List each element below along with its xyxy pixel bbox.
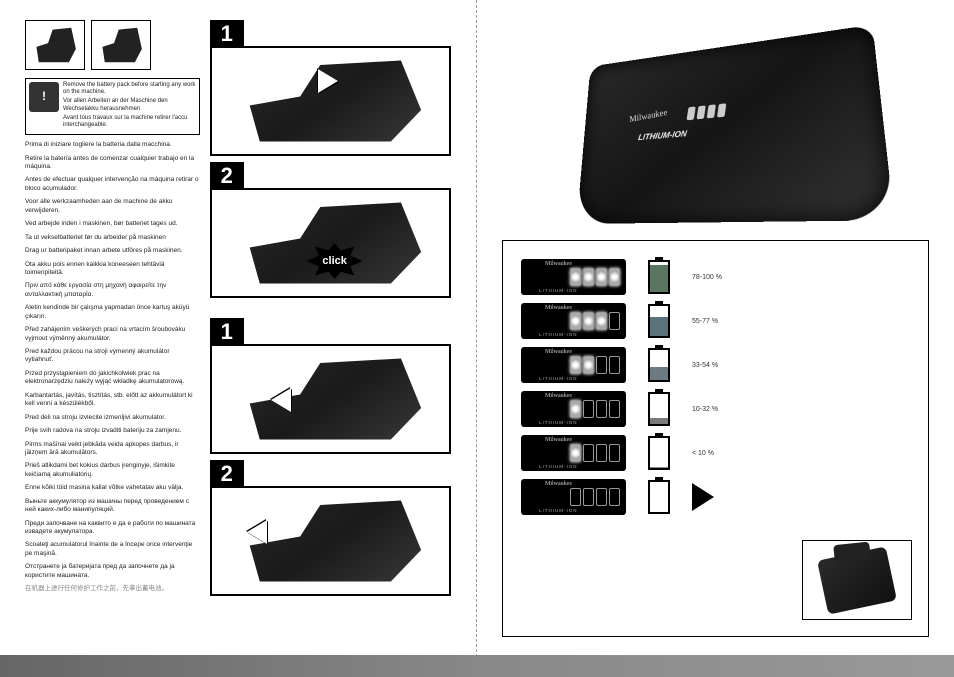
charger-icon [817, 546, 897, 614]
fuel-gauge-indicator: MilwaukeeLITHIUM-ION [521, 479, 626, 515]
arrow-left-icon [271, 388, 291, 412]
battery-remove-mini-diagram [25, 20, 200, 70]
warn-fr: Avant tous travaux sur la machine retire… [63, 115, 196, 129]
fuel-gauge-indicator: MilwaukeeLITHIUM-ION [521, 391, 626, 427]
arrow-right-icon [692, 483, 714, 511]
charge-level-chart: MilwaukeeLITHIUM-ION78-100 %MilwaukeeLIT… [502, 240, 929, 637]
warn-en: Remove the battery pack before starting … [63, 82, 196, 96]
fuel-gauge-indicator: MilwaukeeLITHIUM-ION [521, 435, 626, 471]
warning-box: Remove the battery pack before starting … [25, 78, 200, 135]
fuel-gauge-indicator: MilwaukeeLITHIUM-ION [521, 303, 626, 339]
percent-label: 78-100 % [692, 274, 722, 281]
step-diagrams-column: 1 2 click 1 2 [210, 20, 451, 637]
percent-label: 10-32 % [692, 406, 718, 413]
charge-row: MilwaukeeLITHIUM-ION < 10 % [521, 435, 910, 471]
battery-hero-illustration: Milwaukee LITHIUM-ION [502, 20, 929, 240]
charge-row: MilwaukeeLITHIUM-ION 33-54 % [521, 347, 910, 383]
charge-row: MilwaukeeLITHIUM-ION 10-32 % [521, 391, 910, 427]
battery-icon [648, 260, 670, 294]
percent-label: < 10 % [692, 450, 714, 457]
percent-label: 55-77 % [692, 318, 718, 325]
page-left: Remove the battery pack before starting … [0, 0, 477, 677]
footer-bar [0, 655, 954, 677]
battery-icon [648, 436, 670, 470]
battery-icon [648, 348, 670, 382]
page-right: Milwaukee LITHIUM-ION MilwaukeeLITHIUM-I… [477, 0, 954, 677]
empty-charge-row: MilwaukeeLITHIUM-ION [521, 479, 910, 515]
charge-row: MilwaukeeLITHIUM-ION 78-100 % [521, 259, 910, 295]
battery-icon [648, 480, 670, 514]
remove-step-2: 2 [210, 460, 451, 596]
charge-row: MilwaukeeLITHIUM-ION 55-77 % [521, 303, 910, 339]
warning-text-column: Remove the battery pack before starting … [25, 20, 200, 637]
remove-step-1: 1 [210, 318, 451, 454]
fuel-gauge-indicator: MilwaukeeLITHIUM-ION [521, 347, 626, 383]
battery-icon [648, 304, 670, 338]
warn-de: Vor allen Arbeiten an der Maschine den W… [63, 98, 196, 112]
arrow-left-icon [247, 520, 267, 544]
insert-step-1: 1 [210, 20, 451, 156]
warning-icon [29, 82, 59, 112]
charger-callout [802, 540, 912, 620]
arrow-right-icon [318, 69, 338, 93]
percent-label: 33-54 % [692, 362, 718, 369]
fuel-gauge-indicator: MilwaukeeLITHIUM-ION [521, 259, 626, 295]
insert-step-2: 2 click [210, 162, 451, 298]
battery-icon [648, 392, 670, 426]
